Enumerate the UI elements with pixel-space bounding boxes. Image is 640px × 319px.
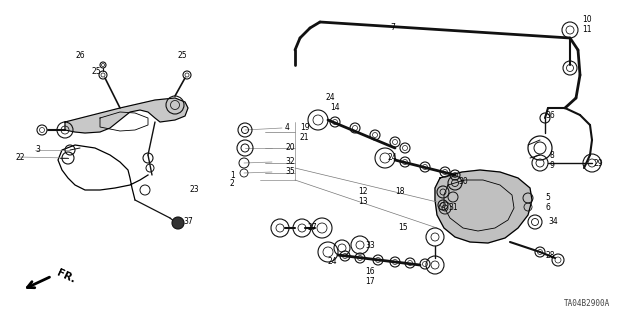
Text: 14: 14 bbox=[330, 103, 340, 113]
Text: 13: 13 bbox=[358, 197, 367, 206]
Text: 32: 32 bbox=[285, 158, 294, 167]
Text: 19: 19 bbox=[300, 123, 310, 132]
Text: 27: 27 bbox=[308, 224, 317, 233]
Text: 33: 33 bbox=[365, 241, 375, 249]
Text: 2: 2 bbox=[230, 179, 235, 188]
Text: 24: 24 bbox=[327, 257, 337, 266]
Text: 22: 22 bbox=[15, 152, 24, 161]
Text: 21: 21 bbox=[300, 133, 310, 143]
Text: 30: 30 bbox=[458, 177, 468, 187]
Text: 11: 11 bbox=[582, 26, 591, 34]
Text: 23: 23 bbox=[190, 186, 200, 195]
Text: FR.: FR. bbox=[55, 267, 77, 285]
Text: 34: 34 bbox=[548, 218, 557, 226]
Text: 25: 25 bbox=[92, 68, 102, 77]
Text: 5: 5 bbox=[545, 192, 550, 202]
Text: 25: 25 bbox=[178, 50, 188, 60]
Text: 1: 1 bbox=[230, 170, 235, 180]
Text: 16: 16 bbox=[365, 268, 374, 277]
Polygon shape bbox=[435, 170, 532, 243]
Text: 10: 10 bbox=[582, 16, 591, 25]
Text: 35: 35 bbox=[285, 167, 295, 176]
Text: 6: 6 bbox=[545, 203, 550, 211]
Text: 18: 18 bbox=[395, 188, 404, 197]
Text: TA04B2900A: TA04B2900A bbox=[564, 299, 610, 308]
Text: 31: 31 bbox=[448, 204, 458, 212]
Circle shape bbox=[172, 217, 184, 229]
Text: 4: 4 bbox=[285, 123, 290, 132]
Text: 29: 29 bbox=[594, 159, 604, 167]
Text: 24: 24 bbox=[388, 153, 397, 162]
Text: 20: 20 bbox=[285, 144, 294, 152]
Text: 37: 37 bbox=[183, 218, 193, 226]
Text: 7: 7 bbox=[390, 24, 395, 33]
Text: 17: 17 bbox=[365, 278, 374, 286]
Text: 3: 3 bbox=[35, 145, 40, 154]
Text: 12: 12 bbox=[358, 188, 367, 197]
Text: 9: 9 bbox=[550, 160, 555, 169]
Text: 36: 36 bbox=[545, 112, 555, 121]
Text: 24: 24 bbox=[325, 93, 335, 102]
Polygon shape bbox=[65, 98, 188, 133]
Text: 15: 15 bbox=[398, 224, 408, 233]
Text: 28: 28 bbox=[545, 250, 554, 259]
Text: 26: 26 bbox=[75, 50, 84, 60]
Text: 8: 8 bbox=[550, 151, 555, 160]
